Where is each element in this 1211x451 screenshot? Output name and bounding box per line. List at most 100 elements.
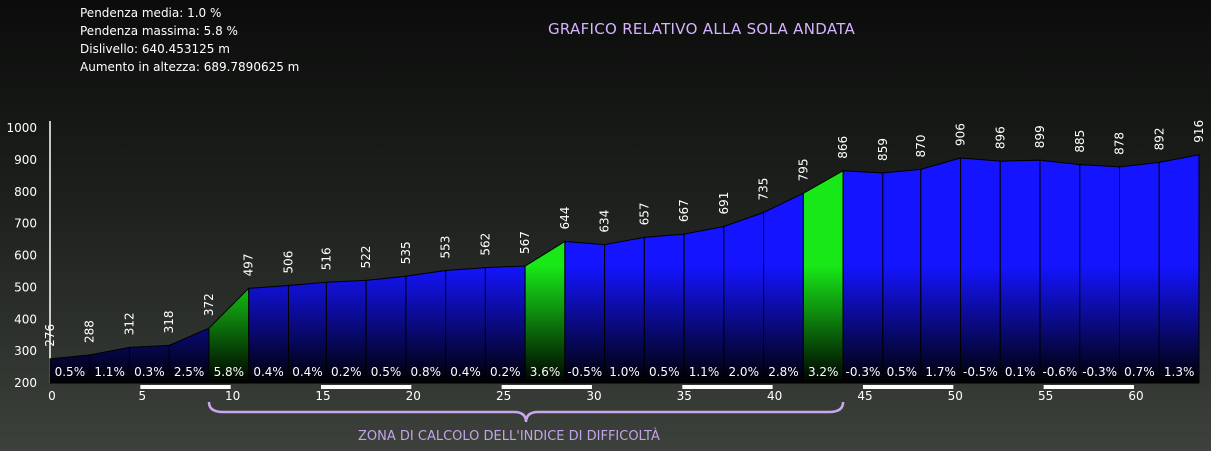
profile-segment bbox=[1039, 159, 1081, 384]
elevation-label: 667 bbox=[677, 199, 691, 222]
profile-segment bbox=[1079, 164, 1121, 384]
x-tick-label: 40 bbox=[767, 389, 782, 403]
y-tick-label: 600 bbox=[14, 249, 37, 263]
profile-segment bbox=[999, 159, 1041, 384]
elevation-label: 372 bbox=[202, 293, 216, 316]
elevation-label: 916 bbox=[1192, 120, 1206, 143]
grade-label: 5.8% bbox=[214, 365, 245, 379]
y-tick-label: 500 bbox=[14, 280, 37, 294]
grade-label: -0.5% bbox=[567, 365, 602, 379]
scale-bar bbox=[140, 385, 231, 389]
grade-label: 0.5% bbox=[55, 365, 86, 379]
elevation-label: 535 bbox=[399, 241, 413, 264]
elevation-label: 866 bbox=[836, 136, 850, 159]
x-tick-label: 50 bbox=[948, 389, 963, 403]
elevation-label: 859 bbox=[876, 138, 890, 161]
elevation-label: 657 bbox=[637, 202, 651, 225]
grade-label: 0.4% bbox=[292, 365, 323, 379]
scale-bar bbox=[320, 385, 412, 389]
elevation-label: 634 bbox=[598, 210, 612, 233]
x-tick-label: 10 bbox=[225, 389, 240, 403]
grade-label: 0.1% bbox=[1005, 365, 1036, 379]
x-tick-label: 60 bbox=[1128, 389, 1143, 403]
grade-label: 2.0% bbox=[728, 365, 759, 379]
grade-label: 1.0% bbox=[609, 365, 640, 379]
y-tick-label: 800 bbox=[14, 185, 37, 199]
profile-segment bbox=[920, 157, 962, 384]
x-tick-label: 0 bbox=[48, 389, 56, 403]
scale-bar bbox=[501, 385, 592, 389]
grade-label: 0.7% bbox=[1124, 365, 1155, 379]
y-tick-label: 300 bbox=[14, 344, 37, 358]
grade-label: 0.2% bbox=[331, 365, 362, 379]
grade-label: -0.5% bbox=[963, 365, 998, 379]
elevation-label: 735 bbox=[757, 178, 771, 201]
grade-label: -0.6% bbox=[1042, 365, 1077, 379]
grade-label: 3.6% bbox=[530, 365, 561, 379]
elevation-label: 896 bbox=[993, 126, 1007, 149]
grade-label: 1.1% bbox=[689, 365, 720, 379]
x-tick-label: 45 bbox=[857, 389, 872, 403]
grade-label: -0.3% bbox=[846, 365, 881, 379]
max-grade-text: Pendenza massima: 5.8 % bbox=[80, 24, 238, 38]
elevation-label: 878 bbox=[1113, 132, 1127, 155]
elevation-label: 276 bbox=[43, 324, 57, 347]
average-grade-text: Pendenza media: 1.0 % bbox=[80, 6, 222, 20]
grade-label: 3.2% bbox=[808, 365, 839, 379]
elevation-label: 506 bbox=[281, 251, 295, 274]
grade-label: 0.5% bbox=[887, 365, 918, 379]
scale-bar bbox=[682, 385, 773, 389]
grade-label: 2.5% bbox=[174, 365, 205, 379]
difficulty-zone-brace bbox=[207, 401, 845, 423]
profile-segment bbox=[960, 157, 1001, 384]
y-tick-label: 700 bbox=[14, 217, 37, 231]
grade-label: 1.3% bbox=[1164, 365, 1195, 379]
elevation-label: 870 bbox=[914, 135, 928, 158]
grade-label: -0.3% bbox=[1082, 365, 1117, 379]
profile-segment bbox=[723, 211, 765, 384]
y-tick-label: 1000 bbox=[6, 121, 37, 135]
profile-segment-steep bbox=[524, 240, 566, 384]
x-tick-label: 30 bbox=[586, 389, 601, 403]
profile-segment bbox=[604, 236, 645, 384]
elevation-label: 691 bbox=[717, 192, 731, 215]
elevation-gain-text: Aumento in altezza: 689.7890625 m bbox=[80, 60, 300, 74]
profile-segment-steep bbox=[802, 169, 844, 384]
x-tick-label: 15 bbox=[315, 389, 330, 403]
y-tick-label: 900 bbox=[14, 153, 37, 167]
elevation-label: 553 bbox=[439, 236, 453, 259]
chart-title: GRAFICO RELATIVO ALLA SOLA ANDATA bbox=[548, 20, 856, 38]
grade-label: 0.8% bbox=[411, 365, 442, 379]
scale-bar bbox=[862, 385, 954, 389]
profile-segment bbox=[882, 168, 922, 384]
profile-segment bbox=[643, 233, 685, 384]
elevation-label: 567 bbox=[518, 231, 532, 254]
x-tick-label: 20 bbox=[406, 389, 421, 403]
profile-segment bbox=[1158, 154, 1200, 384]
elevation-label: 497 bbox=[242, 253, 256, 276]
scale-bar bbox=[1043, 385, 1134, 389]
elevation-label: 906 bbox=[954, 123, 968, 146]
elevation-label: 318 bbox=[162, 310, 176, 333]
profile-segment bbox=[763, 192, 804, 384]
elevation-label: 795 bbox=[796, 158, 810, 181]
profile-segment bbox=[564, 240, 606, 384]
elevation-difference-text: Dislivello: 640.453125 m bbox=[80, 42, 230, 56]
elevation-label: 522 bbox=[359, 245, 373, 268]
grade-label: 0.5% bbox=[649, 365, 680, 379]
elevation-label: 516 bbox=[319, 247, 333, 270]
grade-label: 2.8% bbox=[768, 365, 799, 379]
grade-label: 0.4% bbox=[450, 365, 481, 379]
y-tick-label: 400 bbox=[14, 312, 37, 326]
stats-panel: Pendenza media: 1.0 % Pendenza massima: … bbox=[80, 4, 299, 76]
elevation-label: 288 bbox=[83, 320, 97, 343]
grade-label: 0.5% bbox=[371, 365, 402, 379]
grade-label: 0.4% bbox=[253, 365, 284, 379]
profile-segment bbox=[1119, 161, 1160, 384]
grade-label: 1.1% bbox=[94, 365, 125, 379]
elevation-label: 899 bbox=[1033, 125, 1047, 148]
grade-label: 0.3% bbox=[134, 365, 165, 379]
elevation-label: 644 bbox=[558, 207, 572, 230]
x-tick-label: 5 bbox=[139, 389, 147, 403]
